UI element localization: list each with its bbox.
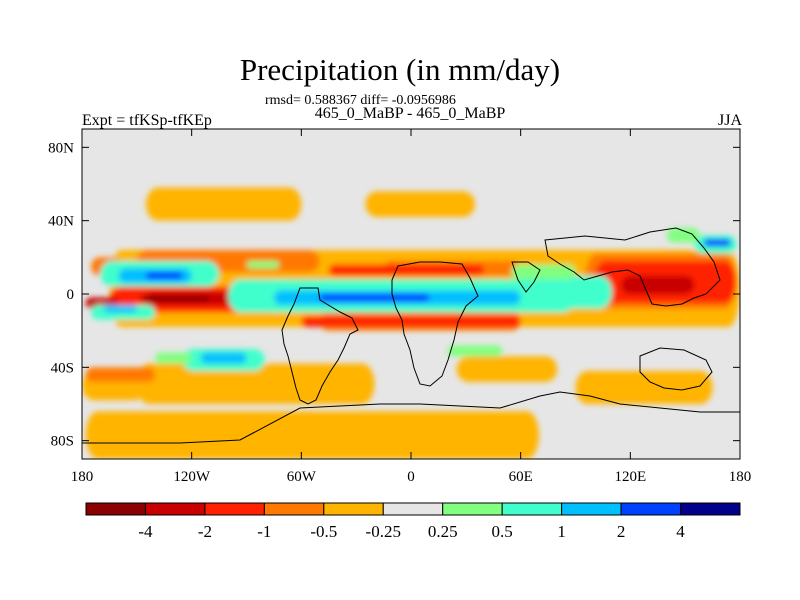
colorbar-swatch-2 bbox=[204, 502, 265, 516]
colorbar-swatch-6 bbox=[442, 502, 503, 516]
colorbar: -4 -2 -1 -0.5 -0.25 0.25 0.5 1 2 4 bbox=[85, 502, 741, 541]
africa-coast bbox=[391, 261, 479, 387]
field-region-34 bbox=[703, 239, 731, 247]
colorbar-swatch-7 bbox=[501, 502, 563, 516]
colorbar-label-1: -2 bbox=[198, 522, 212, 541]
field-region-36 bbox=[155, 352, 192, 364]
x-tick-label-5: 120E bbox=[614, 469, 646, 485]
colorbar-swatch-5 bbox=[382, 502, 444, 516]
y-axis: 80N 40N 0 40S 80S bbox=[48, 140, 740, 450]
field-region-6 bbox=[575, 371, 713, 404]
field-region-35 bbox=[511, 264, 576, 280]
field-regions bbox=[82, 187, 740, 459]
field-region-38 bbox=[246, 261, 280, 269]
season-label: JJA bbox=[717, 112, 742, 129]
antarctica-coast bbox=[82, 391, 740, 444]
field-region-17 bbox=[328, 264, 485, 276]
y-tick-label-1: 40N bbox=[48, 214, 74, 230]
colorbar-label-3: -0.5 bbox=[310, 522, 337, 541]
x-tick-label-4: 60E bbox=[509, 469, 533, 485]
field-region-4 bbox=[365, 191, 475, 217]
field-region-39 bbox=[447, 345, 503, 357]
colorbar-label-5: 0.25 bbox=[428, 522, 458, 541]
india-coast bbox=[511, 261, 541, 293]
chart-title: Precipitation (in mm/day) bbox=[239, 52, 561, 87]
field-region-19 bbox=[621, 275, 695, 294]
colorbar-label-2: -1 bbox=[257, 522, 271, 541]
australia-coast bbox=[639, 347, 713, 391]
x-tick-label-6: 180 bbox=[729, 469, 752, 485]
field-region-37 bbox=[666, 228, 700, 243]
field-region-15 bbox=[301, 316, 521, 327]
stats-text: rmsd= 0.588367 diff= -0.0956986 bbox=[265, 93, 456, 108]
south-america-coast bbox=[281, 287, 359, 405]
colorbar-label-6: 0.5 bbox=[492, 522, 513, 541]
field-region-8 bbox=[85, 367, 156, 382]
colorbar-label-8: 2 bbox=[617, 522, 626, 541]
colorbar-label-9: 4 bbox=[676, 522, 685, 541]
colorbar-swatch-10 bbox=[680, 502, 741, 516]
y-tick-label-3: 40S bbox=[51, 360, 74, 376]
field-region-21 bbox=[140, 295, 210, 302]
y-tick-label-0: 80N bbox=[48, 140, 74, 156]
colorbar-swatch-3 bbox=[263, 502, 325, 516]
asia-coast bbox=[544, 227, 721, 307]
coastlines bbox=[82, 227, 740, 444]
field-region-31 bbox=[200, 352, 247, 364]
colorbar-label-4: -0.25 bbox=[366, 522, 401, 541]
field-region-33 bbox=[319, 294, 430, 302]
y-tick-label-4: 80S bbox=[51, 434, 74, 450]
field-region-30 bbox=[103, 305, 137, 313]
field-region-2 bbox=[136, 363, 375, 404]
colorbar-swatch-9 bbox=[620, 502, 682, 516]
field-region-1 bbox=[85, 411, 539, 459]
experiment-label: Expt = tfKSp-tfKEp bbox=[82, 112, 212, 129]
colorbar-swatch-1 bbox=[144, 502, 206, 516]
x-tick-label-2: 60W bbox=[287, 469, 317, 485]
chart-subtitle: 465_0_MaBP - 465_0_MaBP bbox=[314, 105, 506, 122]
field-region-32 bbox=[145, 272, 183, 280]
precipitation-field bbox=[82, 129, 740, 459]
colorbar-swatch-0 bbox=[85, 502, 146, 516]
x-tick-label-1: 120W bbox=[173, 469, 211, 485]
y-tick-label-2: 0 bbox=[67, 287, 75, 303]
colorbar-label-7: 1 bbox=[557, 522, 566, 541]
x-tick-label-3: 0 bbox=[407, 469, 415, 485]
field-region-5 bbox=[456, 356, 558, 382]
field-region-3 bbox=[145, 187, 302, 221]
colorbar-swatch-8 bbox=[561, 502, 622, 516]
colorbar-swatch-4 bbox=[323, 502, 384, 516]
colorbar-label-0: -4 bbox=[138, 522, 153, 541]
field-region-26 bbox=[548, 275, 613, 309]
x-tick-label-0: 180 bbox=[71, 469, 94, 485]
x-axis: 180 120W 60W 0 60E 120E 180 bbox=[71, 129, 752, 485]
